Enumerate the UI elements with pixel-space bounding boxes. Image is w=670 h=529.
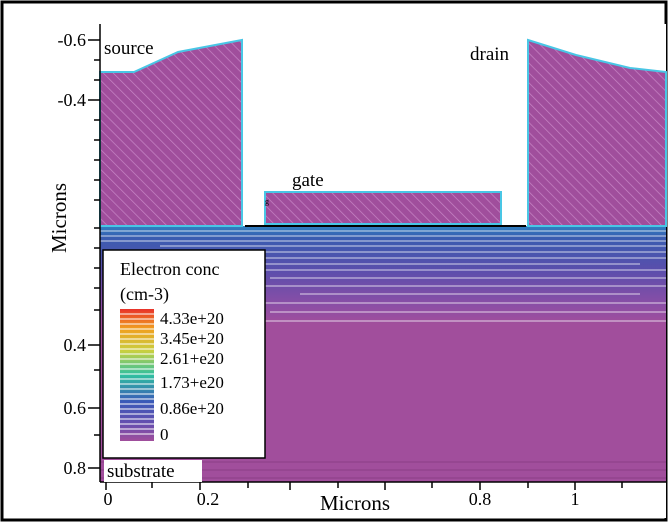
x-axis-strip [100, 482, 666, 518]
legend-entry-label: 0.86e+20 [160, 399, 224, 418]
legend-entry-label: 3.45e+20 [160, 329, 224, 348]
y-tick-label: 0.4 [64, 335, 87, 355]
x-tick-label: 0.8 [469, 489, 492, 509]
x-tick-label: 0 [104, 489, 113, 509]
legend-entry-label: 0 [160, 425, 169, 444]
y-axis [88, 24, 101, 482]
y-tick-label: -0.4 [58, 90, 87, 110]
y-tick-label: 0.8 [64, 458, 87, 478]
gate-electrode [264, 191, 502, 225]
legend: Electron conc (cm-3) 4.33e+20 3.45e+20 2… [102, 249, 266, 459]
x-tick-label: 0.2 [197, 489, 220, 509]
y-tick-label: -0.6 [58, 30, 87, 50]
legend-entry-label: 2.61+e20 [160, 349, 224, 368]
substrate-label: substrate [107, 461, 175, 482]
source-label: source [104, 38, 154, 59]
legend-entry-label: 1.73+e20 [160, 373, 224, 392]
gate-label: gate [292, 170, 324, 191]
drain-label: drain [470, 44, 510, 65]
drain-electrode [527, 38, 667, 227]
legend-title: Electron conc [120, 259, 219, 279]
y-axis-title: Microns [47, 183, 71, 253]
legend-entry-label: 4.33e+20 [160, 309, 224, 328]
x-axis-title: Microns [320, 491, 390, 515]
gate-small-label: g [265, 197, 269, 206]
substrate-label-bg [104, 460, 202, 482]
y-tick-label: 0.6 [64, 398, 87, 418]
x-tick-label: 1 [571, 489, 580, 509]
legend-unit: (cm-3) [120, 284, 169, 305]
